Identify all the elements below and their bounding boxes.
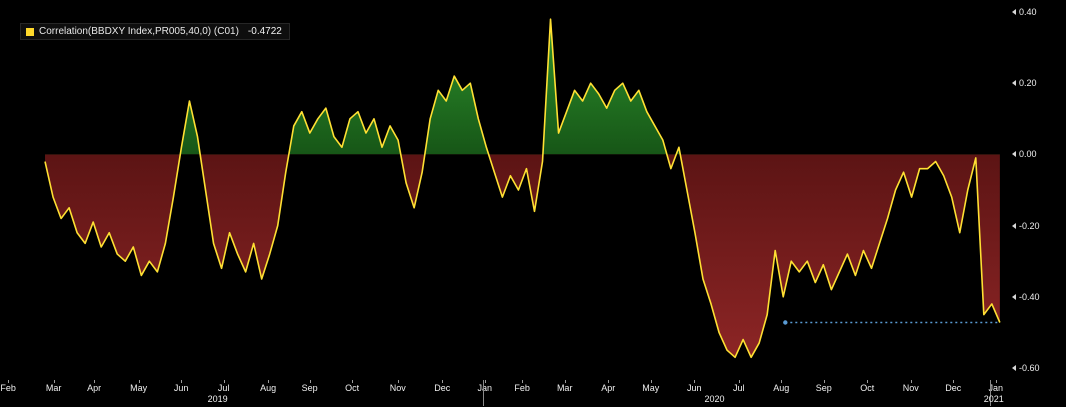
x-axis-tick xyxy=(223,380,225,383)
y-axis-label: -0.40 xyxy=(1012,292,1040,302)
year-separator xyxy=(989,380,991,406)
positive-area-fill xyxy=(180,19,681,155)
x-axis-month-label: Mar xyxy=(556,383,573,393)
y-axis-label: 0.20 xyxy=(1012,78,1037,88)
x-axis-tick xyxy=(352,380,354,383)
x-axis-month-label: Sep xyxy=(815,383,832,393)
axis-tick-icon xyxy=(1012,222,1016,229)
x-axis-month-label: Nov xyxy=(902,383,919,393)
y-axis: 0.40 0.20 0.00 -0.20 -0.40 -0.60 xyxy=(1012,0,1066,380)
x-axis-month-label: Apr xyxy=(601,383,616,393)
axis-tick-icon xyxy=(1012,365,1016,371)
correlation-chart[interactable] xyxy=(0,0,1012,380)
x-axis-month-label: Feb xyxy=(0,383,16,393)
x-axis-tick xyxy=(181,380,183,383)
x-axis: Feb Mar Apr May Jun Jul Aug Sep Oct Nov Dec Jan Feb M… xyxy=(0,380,1066,407)
x-axis-tick xyxy=(953,380,955,383)
axis-tick-icon xyxy=(1012,9,1016,15)
correlation-line xyxy=(44,18,1001,359)
x-axis-tick xyxy=(608,380,610,383)
x-axis-tick xyxy=(823,380,825,383)
legend-label: Correlation(BBDXY Index,PR005,40,0) (C01… xyxy=(39,26,239,37)
year-separator xyxy=(482,380,484,406)
x-axis-month-label: Jun xyxy=(173,383,189,393)
x-axis-month-label: Aug xyxy=(773,383,790,393)
x-axis-month-label: Apr xyxy=(87,383,102,393)
x-axis-tick xyxy=(867,380,869,383)
x-axis-year-label: 2021 xyxy=(983,394,1004,404)
x-axis-month-label: Feb xyxy=(514,383,530,393)
x-axis-year-label: 2020 xyxy=(704,394,725,404)
series-swatch-icon xyxy=(26,27,34,36)
x-axis-month-label: Jan xyxy=(988,383,1004,393)
x-axis-month-label: Jul xyxy=(217,383,230,393)
x-axis-tick xyxy=(781,380,783,383)
x-axis-tick xyxy=(522,380,524,383)
y-axis-label: 0.00 xyxy=(1012,149,1037,159)
y-axis-label: 0.40 xyxy=(1012,7,1037,17)
x-axis-tick xyxy=(8,380,10,383)
x-axis-tick xyxy=(694,380,696,383)
axis-tick-icon xyxy=(1012,151,1016,158)
x-axis-tick xyxy=(442,380,444,383)
x-axis-month-label: Aug xyxy=(260,383,277,393)
x-axis-month-label: Jan xyxy=(477,383,492,393)
legend-value: -0.4722 xyxy=(247,26,282,37)
x-axis-tick xyxy=(94,380,96,383)
x-axis-tick xyxy=(484,380,486,383)
axis-tick-icon xyxy=(1012,293,1016,300)
x-axis-month-label: Dec xyxy=(945,383,962,393)
x-axis-year-label: 2019 xyxy=(207,394,228,404)
x-axis-tick xyxy=(268,380,270,383)
x-axis-tick xyxy=(910,380,912,383)
x-axis-tick xyxy=(738,380,740,383)
x-axis-month-label: May xyxy=(642,383,660,393)
x-axis-tick xyxy=(309,380,311,383)
x-axis-tick xyxy=(995,380,997,383)
legend[interactable]: Correlation(BBDXY Index,PR005,40,0) (C01… xyxy=(20,23,290,40)
x-axis-tick xyxy=(53,380,55,383)
x-axis-month-label: Dec xyxy=(434,383,451,393)
x-axis-month-label: Sep xyxy=(301,383,318,393)
y-axis-label: -0.60 xyxy=(1012,363,1040,373)
x-axis-tick xyxy=(564,380,566,383)
x-axis-month-label: May xyxy=(130,383,148,393)
y-axis-label: -0.20 xyxy=(1012,221,1040,231)
track-annotation-marker[interactable] xyxy=(783,320,788,325)
axis-tick-icon xyxy=(1012,80,1016,87)
negative-area-fill xyxy=(45,154,1000,358)
x-axis-month-label: Jun xyxy=(686,383,702,393)
x-axis-tick xyxy=(138,380,140,383)
x-axis-month-label: Nov xyxy=(389,383,406,393)
x-axis-month-label: Oct xyxy=(860,383,875,393)
x-axis-month-label: Jul xyxy=(732,383,745,393)
x-axis-tick xyxy=(397,380,399,383)
x-axis-month-label: Mar xyxy=(45,383,62,393)
x-axis-month-label: Oct xyxy=(345,383,360,393)
x-axis-tick xyxy=(650,380,652,383)
